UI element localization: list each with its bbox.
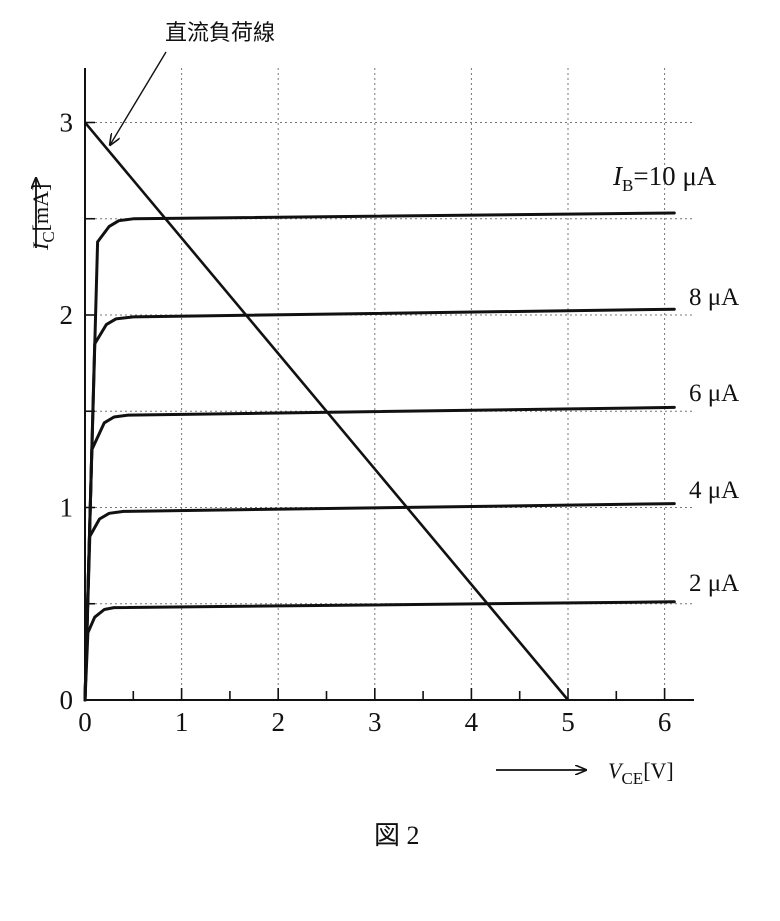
series-label: 8 μA [689,284,739,311]
x-tick-label: 1 [175,707,189,737]
y-tick-label: 2 [60,300,74,330]
curves [83,121,676,702]
figure-caption: 図 2 [374,821,420,850]
y-tick-label: 1 [60,493,74,523]
x-axis-label: VCE[V] [608,758,674,788]
ib-curve [83,405,676,702]
load-line-annotation: 直流負荷線 [165,20,275,45]
x-label-subscript: CE [621,769,643,788]
y-label-symbol: I [28,241,53,251]
y-label-subscript: C [39,231,58,242]
x-label-unit: [V] [643,758,674,783]
labels: 0 1 2 3 4 5 6 0 1 2 3 2 μA 4 μA 6 μA 8 μA IB=10 μA [60,108,740,738]
y-axis-label: IC[mA] [28,184,58,251]
dc-load-line [84,121,569,701]
series-label: 6 μA [689,380,739,407]
x-tick-label: 0 [78,707,92,737]
grid [85,68,694,700]
axes [84,68,694,701]
x-tick-label: 2 [271,707,285,737]
series-label: 2 μA [689,570,739,597]
series-label: 4 μA [689,477,739,504]
svg-text:IC[mA]: IC[mA] [28,184,58,251]
y-label-unit: [mA] [28,184,53,232]
x-tick-label: 6 [658,707,672,737]
y-tick-label: 0 [60,685,74,715]
series-label-ib: IB=10 μA [612,161,717,195]
ib-curve [83,600,676,702]
x-tick-label: 3 [368,707,382,737]
ib-curve [83,211,676,702]
x-tick-label: 5 [561,707,575,737]
annotation-leader [110,51,167,145]
x-label-symbol: V [608,758,624,783]
y-tick-label: 3 [60,108,74,138]
x-tick-label: 4 [465,707,479,737]
